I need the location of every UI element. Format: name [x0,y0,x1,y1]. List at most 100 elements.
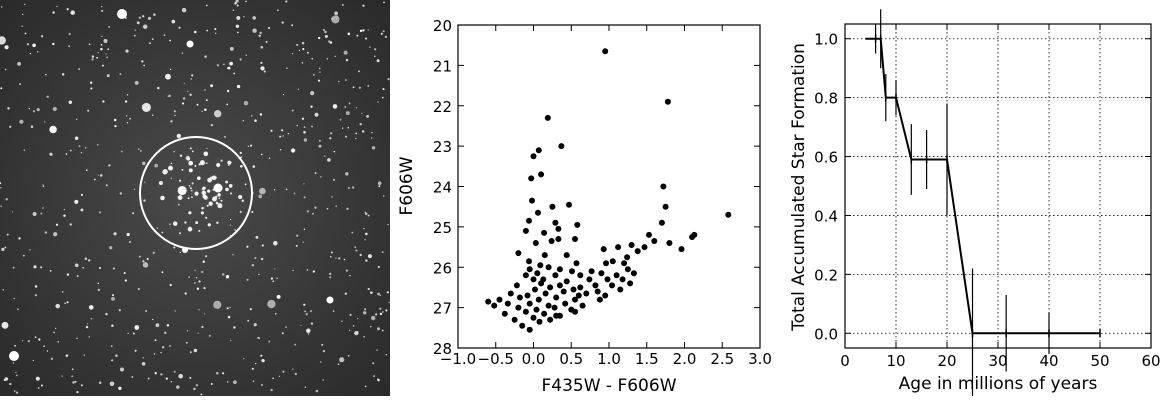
cmd-point [572,296,578,303]
cluster-star [207,223,211,227]
star [292,368,294,370]
star [226,103,229,106]
star [318,67,321,70]
star [364,212,368,215]
star [0,182,2,185]
star [39,266,43,269]
star [355,249,358,252]
star [332,178,336,181]
star [61,375,63,377]
star [139,149,142,152]
star [166,324,170,327]
star [285,0,288,3]
star [381,329,384,332]
cmd-point [609,258,616,265]
star [343,50,348,55]
star [236,4,239,7]
star [359,122,362,126]
star [143,199,146,202]
star [312,212,314,215]
star [230,339,232,342]
star [306,210,310,213]
star [111,324,114,327]
star [216,371,219,375]
star [239,210,242,214]
star [331,196,333,198]
star [383,1,385,4]
star [252,380,255,383]
star [193,348,198,353]
star [310,322,314,325]
cmd-point [507,290,514,297]
star [109,246,113,250]
star [44,121,46,123]
cluster-star [196,176,201,181]
star [322,349,326,353]
cmd-point [526,217,532,224]
star [196,103,199,106]
cmd-point [574,221,581,228]
sfh-xtick-label: 10 [886,352,905,370]
star [129,117,132,120]
star [381,311,384,313]
star [205,4,208,7]
cluster-star [179,179,182,182]
star [236,84,241,89]
star [52,106,57,112]
star [105,53,107,55]
star [204,313,206,315]
star [40,35,44,38]
star [258,273,260,276]
star [253,323,257,327]
star [187,90,189,93]
cluster-star [190,189,193,192]
star [4,68,7,71]
star [237,31,239,34]
star [15,391,19,394]
sfh-series-line [865,37,1100,335]
star [376,59,380,63]
star [241,199,245,202]
star [270,277,274,280]
cmd-point [511,316,518,323]
star [232,253,234,256]
star [335,257,337,259]
star [310,105,313,108]
cmd-point [592,282,599,289]
star [49,270,52,272]
star [98,381,102,384]
star [327,158,331,162]
star [33,265,37,269]
sfh-ytick-label: 0.6 [814,149,838,167]
cmd-point [545,264,552,271]
star [190,78,192,80]
star [193,387,196,391]
sfh-xtick-label: 60 [1141,352,1160,370]
star [118,309,121,312]
star [229,192,233,195]
star [179,251,182,254]
star [261,358,265,363]
star [387,77,390,81]
star [301,62,304,64]
bright-star [186,40,194,48]
star [9,382,12,386]
star [194,282,196,284]
cmd-ytick-label: 26 [433,259,452,277]
cmd-ytick-label: 24 [433,179,452,197]
star [24,3,26,6]
cmd-point [541,252,548,259]
star [273,240,278,246]
cluster-star [194,191,199,196]
star [220,159,223,162]
cluster-star [162,169,168,175]
star [235,24,240,28]
star [338,80,340,83]
cmd-xtick-label: 1.0 [597,350,621,368]
star [351,186,355,189]
star [375,313,378,316]
star [334,55,336,57]
cmd-point [485,298,492,305]
star [7,107,10,110]
cmd-point [563,278,570,285]
